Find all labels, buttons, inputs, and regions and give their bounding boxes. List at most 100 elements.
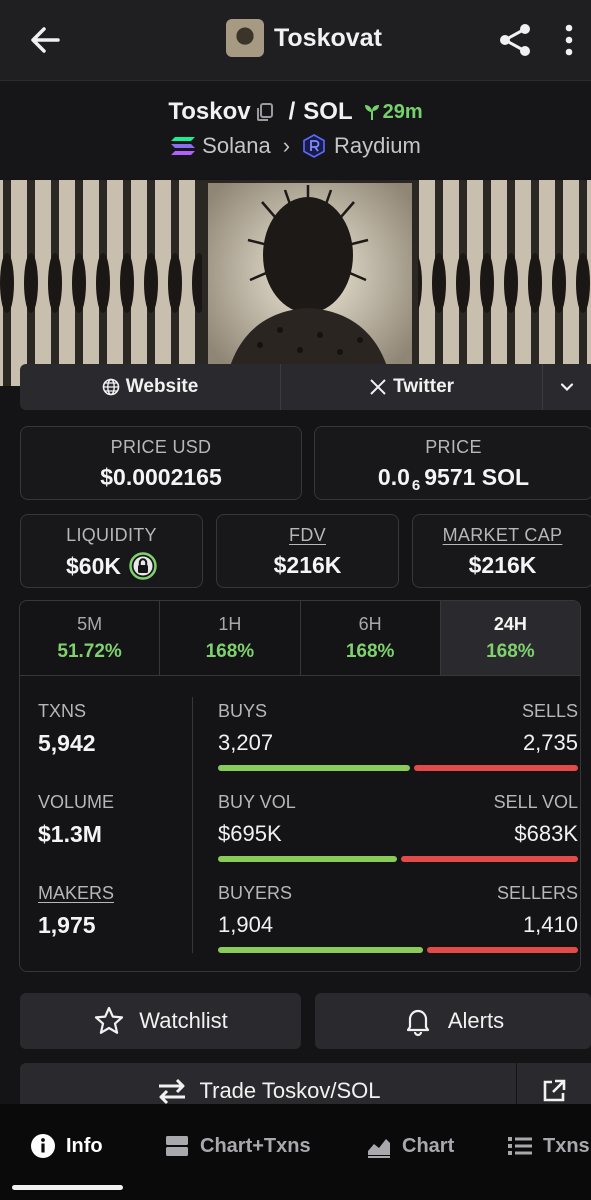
tab-5m[interactable]: 5M 51.72%	[20, 601, 161, 675]
price-usd-card: PRICE USD $0.0002165	[20, 426, 302, 500]
chevron-down-icon	[560, 383, 574, 392]
nav-chart[interactable]: Chart	[366, 1130, 454, 1162]
nav-info-label: Info	[66, 1134, 103, 1157]
txns-value: 5,942	[38, 730, 96, 756]
buyers-value: 1,904	[218, 912, 274, 937]
nav-chart-txns-label: Chart+Txns	[200, 1134, 311, 1157]
twitter-button[interactable]: Twitter	[281, 364, 544, 410]
tab-label: 1H	[218, 614, 242, 634]
website-button[interactable]: Website	[20, 364, 282, 410]
transaction-stats: 5M 51.72% 1H 168% 6H 168% 24H 168% TXNS …	[19, 600, 581, 972]
back-arrow-icon[interactable]	[26, 22, 66, 58]
solana-icon	[171, 137, 196, 155]
price-usd-value: $0.0002165	[100, 464, 222, 490]
tab-6h[interactable]: 6H 168%	[301, 601, 441, 675]
lock-icon[interactable]	[129, 552, 157, 580]
chevron-right-icon: ›	[282, 133, 291, 158]
pair-header: Toskov / SOL 29m Solana › Raydium	[0, 81, 591, 179]
buys-sells-bar	[218, 765, 578, 771]
txns-label: TXNS	[38, 701, 87, 721]
price-native-card: PRICE 0.0 6 9571 SOL	[314, 426, 591, 500]
sell-bar-segment	[414, 765, 578, 771]
tab-change: 168%	[345, 641, 395, 662]
makers-stat[interactable]: MAKERS 1,975	[38, 883, 114, 939]
globe-icon	[102, 378, 120, 396]
volume-bar	[218, 856, 578, 862]
volume-value: $1.3M	[38, 821, 102, 847]
dex-name[interactable]: Raydium	[334, 133, 421, 158]
makers-label: MAKERS	[38, 883, 115, 903]
market-cap-value: $216K	[468, 552, 537, 578]
liquidity-label: LIQUIDITY	[66, 525, 157, 545]
price-native-zero-count: 6	[411, 477, 421, 494]
app-bar: Toskovat	[0, 0, 591, 81]
liquidity-value-row: $60K	[21, 552, 202, 580]
stats-divider	[192, 697, 193, 953]
watchlist-button[interactable]: Watchlist	[20, 993, 301, 1049]
area-chart-icon	[368, 1139, 390, 1158]
buyers-sellers-bar	[218, 947, 578, 953]
fdv-value: $216K	[273, 552, 342, 578]
chain-name[interactable]: Solana	[202, 133, 271, 158]
nav-txns[interactable]: Txns	[507, 1130, 590, 1162]
tab-24h[interactable]: 24H 168%	[440, 601, 580, 675]
price-native-suffix: 9571 SOL	[424, 464, 530, 490]
base-symbol: Toskov	[168, 98, 251, 125]
market-cap-card[interactable]: MARKET CAP $216K	[412, 514, 591, 588]
share-icon[interactable]	[497, 22, 533, 58]
more-vertical-icon[interactable]	[555, 22, 583, 58]
txns-stat: TXNS 5,942	[38, 701, 96, 757]
pair-line: Toskov / SOL 29m	[0, 98, 591, 126]
nav-info[interactable]: Info	[30, 1130, 103, 1162]
sprout-icon	[364, 105, 379, 120]
sell-vol-label: SELL VOL	[493, 792, 578, 812]
bottom-nav: Info Chart+Txns Chart Txns	[0, 1104, 591, 1200]
price-native-prefix: 0.0	[377, 464, 410, 490]
alerts-button[interactable]: Alerts	[315, 993, 591, 1049]
buys-value: 3,207	[218, 730, 274, 755]
twitter-label: Twitter	[393, 376, 455, 397]
pair-separator: /	[288, 98, 296, 125]
liquidity-value: $60K	[66, 552, 121, 579]
sells-value: 2,735	[522, 730, 578, 755]
swap-arrows-icon	[158, 1078, 185, 1105]
nav-chart-label: Chart	[402, 1134, 455, 1157]
token-avatar	[226, 19, 264, 57]
tab-label: 6H	[358, 614, 382, 634]
copy-icon[interactable]	[255, 102, 275, 122]
tab-1h[interactable]: 1H 168%	[160, 601, 301, 675]
volume-split: BUY VOL SELL VOL $695K $683K	[218, 792, 578, 862]
buy-bar-segment	[218, 947, 423, 953]
pair-age: 29m	[363, 101, 423, 124]
buyers-label: BUYERS	[218, 883, 293, 903]
buys-label: BUYS	[218, 701, 268, 721]
sell-vol-value: $683K	[514, 821, 578, 846]
token-banner-image	[0, 180, 591, 386]
x-logo-icon	[370, 379, 386, 395]
links-expand-button[interactable]	[543, 364, 591, 410]
buy-vol-value: $695K	[218, 821, 282, 846]
nav-chart-txns[interactable]: Chart+Txns	[164, 1130, 311, 1162]
chain-line: Solana › Raydium	[0, 133, 591, 159]
market-cap-label: MARKET CAP	[442, 525, 563, 545]
tab-change: 168%	[486, 641, 535, 662]
price-native-value: 0.0 6 9571 SOL	[315, 464, 591, 494]
watchlist-label: Watchlist	[139, 1008, 228, 1033]
fdv-card[interactable]: FDV $216K	[216, 514, 399, 588]
price-usd-label: PRICE USD	[110, 437, 212, 457]
buy-bar-segment	[218, 856, 398, 862]
trade-label: Trade Toskov/SOL	[199, 1078, 381, 1103]
makers-value: 1,975	[38, 912, 96, 938]
price-native-label: PRICE	[425, 437, 482, 457]
raydium-icon	[303, 134, 325, 158]
bell-icon	[406, 1009, 429, 1037]
period-tabs: 5M 51.72% 1H 168% 6H 168% 24H 168%	[20, 601, 580, 676]
links-bar: Website Twitter	[20, 364, 591, 410]
pair-age-value: 29m	[382, 100, 423, 123]
list-icon	[508, 1137, 532, 1155]
sellers-value: 1,410	[522, 912, 578, 937]
volume-stat: VOLUME $1.3M	[38, 792, 114, 848]
buy-bar-segment	[218, 765, 411, 771]
home-indicator	[12, 1185, 123, 1190]
liquidity-card: LIQUIDITY $60K	[20, 514, 203, 588]
